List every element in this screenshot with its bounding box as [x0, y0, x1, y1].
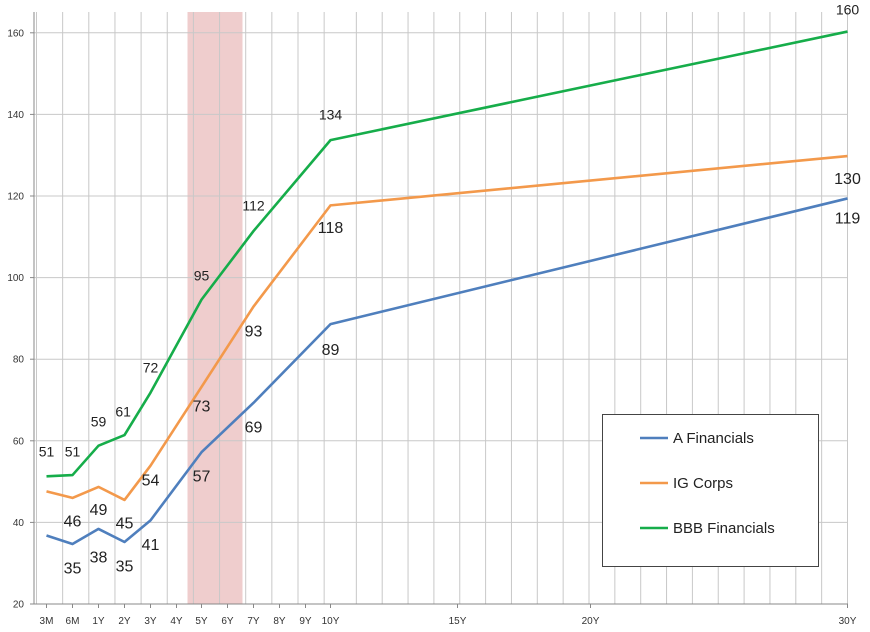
- data-label: 54: [142, 473, 160, 490]
- data-label: 69: [245, 420, 263, 437]
- x-tick-label: 20Y: [582, 616, 600, 627]
- legend-box: [602, 414, 819, 567]
- x-tick-label: 10Y: [322, 616, 340, 627]
- series-line-ig-corps: [46, 154, 848, 502]
- y-tick-label: 120: [7, 192, 24, 203]
- data-label: 112: [242, 197, 265, 213]
- x-tick-label: 4Y: [170, 616, 183, 627]
- legend: A Financials IG Corps BBB Financials: [602, 414, 819, 567]
- x-tick-label: 30Y: [839, 616, 857, 627]
- series-layer: [46, 30, 848, 546]
- x-tick-label: 6Y: [221, 616, 234, 627]
- data-label: 59: [91, 414, 107, 430]
- legend-label: BBB Financials: [673, 520, 775, 537]
- data-label: 49: [90, 502, 108, 519]
- x-tick-label: 2Y: [118, 616, 131, 627]
- y-tick-label: 80: [13, 355, 25, 366]
- data-label: 130: [834, 171, 861, 188]
- data-label: 41: [142, 537, 160, 554]
- x-tick-label: 8Y: [273, 616, 286, 627]
- y-tick-label: 20: [13, 600, 25, 611]
- data-label: 46: [64, 513, 82, 530]
- series-line-bbb-financials: [46, 30, 848, 478]
- legend-label: A Financials: [673, 430, 754, 447]
- data-label: 73: [193, 398, 211, 415]
- data-label: 35: [64, 560, 82, 577]
- y-tick-label: 60: [13, 436, 25, 447]
- data-label: 51: [65, 443, 81, 459]
- series-line-a-financials: [46, 197, 848, 546]
- y-tick-label: 160: [7, 28, 24, 39]
- data-label: 45: [116, 516, 134, 533]
- x-tick-label: 1Y: [92, 616, 105, 627]
- data-label: 51: [39, 443, 55, 459]
- data-label: 93: [245, 323, 263, 340]
- y-tick-label: 100: [7, 273, 24, 284]
- x-tick-label: 3M: [40, 616, 54, 627]
- y-tick-label: 40: [13, 518, 25, 529]
- y-tick-label: 140: [7, 110, 24, 121]
- x-tick-label: 7Y: [247, 616, 260, 627]
- data-label: 35: [116, 558, 134, 575]
- data-label: 160: [836, 1, 860, 17]
- axis-layer: 20 40 60 80 100 120 140 160 3M 6M 1Y 2Y 3Y 4Y 5Y 6Y 7Y 8Y…: [7, 12, 857, 627]
- x-tick-label: 6M: [66, 616, 80, 627]
- data-label: 134: [319, 106, 343, 122]
- data-label: 118: [318, 220, 344, 237]
- data-label: 61: [115, 403, 131, 419]
- x-tick-label: 5Y: [195, 616, 208, 627]
- data-label: 119: [835, 211, 861, 228]
- data-label: 72: [143, 359, 159, 375]
- data-label: 95: [194, 267, 210, 283]
- data-label-layer: 51 51 59 61 72 95 112 134 160 46 49 45 54 73 93 118 130 3…: [39, 1, 861, 577]
- x-tick-label: 15Y: [449, 616, 467, 627]
- data-label: 89: [322, 342, 340, 359]
- data-label: 38: [90, 549, 108, 566]
- x-tick-label: 3Y: [144, 616, 157, 627]
- x-tick-label: 9Y: [299, 616, 312, 627]
- data-label: 57: [193, 469, 211, 486]
- legend-label: IG Corps: [673, 475, 733, 492]
